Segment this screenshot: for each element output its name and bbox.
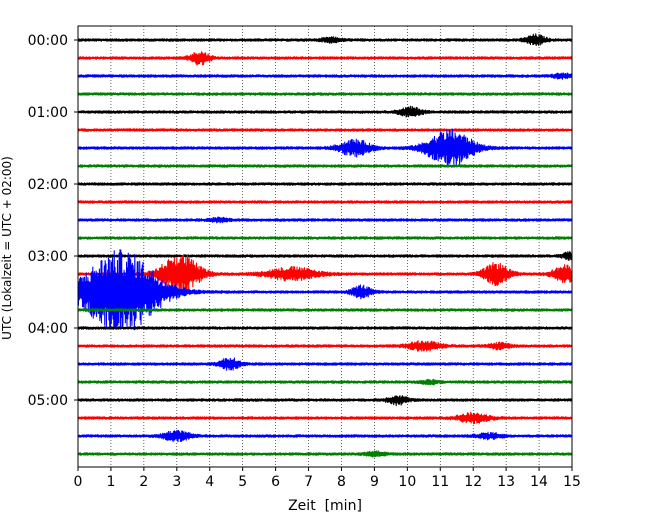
x-axis-label: Zeit [min] (288, 498, 362, 514)
y-tick-label-3: 03:00 (28, 249, 68, 265)
trace-0215 (77, 200, 573, 204)
y-axis-label: UTC (Lokalzeit = UTC + 02:00) (0, 156, 14, 340)
trace-0415 (77, 340, 573, 352)
x-axis-ticks: 0 1 2 3 4 5 6 7 8 9 10 11 12 13 14 15 (74, 467, 581, 490)
trace-0030 (77, 72, 573, 80)
trace-0100 (77, 105, 573, 118)
trace-0245 (77, 236, 573, 240)
trace-0445 (77, 378, 573, 386)
x-tick-label-8: 8 (337, 474, 346, 490)
x-tick-label-10: 10 (398, 474, 416, 490)
x-tick-label-1: 1 (106, 474, 115, 490)
x-tick-label-15: 15 (563, 474, 581, 490)
trace-0115 (77, 128, 573, 132)
trace-0145 (77, 164, 573, 168)
trace-0315 (77, 254, 573, 294)
trace-0515 (77, 411, 573, 425)
trace-0045 (77, 92, 573, 96)
y-axis-ticks: 00:00 01:00 02:00 03:00 04:00 05:00 (28, 33, 78, 409)
trace-0000 (77, 33, 573, 46)
trace-0230 (77, 216, 573, 224)
x-tick-label-12: 12 (464, 474, 482, 490)
trace-0400 (77, 326, 573, 330)
seismic-traces (77, 33, 573, 458)
y-tick-label-0: 00:00 (28, 33, 68, 49)
plot-frame (77, 25, 573, 468)
trace-0330 (77, 249, 573, 331)
trace-0200 (77, 182, 573, 186)
x-tick-label-4: 4 (205, 474, 214, 490)
trace-0430 (77, 357, 573, 371)
y-tick-label-2: 02:00 (28, 177, 68, 193)
x-tick-label-5: 5 (238, 474, 247, 490)
y-tick-label-4: 04:00 (28, 321, 68, 337)
x-tick-label-0: 0 (74, 474, 83, 490)
trace-0500 (77, 395, 573, 407)
trace-0300 (77, 251, 573, 261)
y-tick-label-1: 01:00 (28, 105, 68, 121)
trace-0545 (77, 450, 573, 458)
trace-0345 (77, 308, 573, 312)
trace-0530 (77, 429, 573, 443)
trace-0130 (77, 128, 573, 168)
x-tick-label-6: 6 (271, 474, 280, 490)
y-tick-label-5: 05:00 (28, 393, 68, 409)
x-tick-label-13: 13 (497, 474, 515, 490)
x-tick-label-14: 14 (530, 474, 548, 490)
x-tick-label-11: 11 (431, 474, 449, 490)
x-tick-label-3: 3 (172, 474, 181, 490)
trace-0015 (77, 51, 573, 66)
x-tick-label-7: 7 (304, 474, 313, 490)
x-tick-label-2: 2 (139, 474, 148, 490)
x-tick-label-9: 9 (370, 474, 379, 490)
